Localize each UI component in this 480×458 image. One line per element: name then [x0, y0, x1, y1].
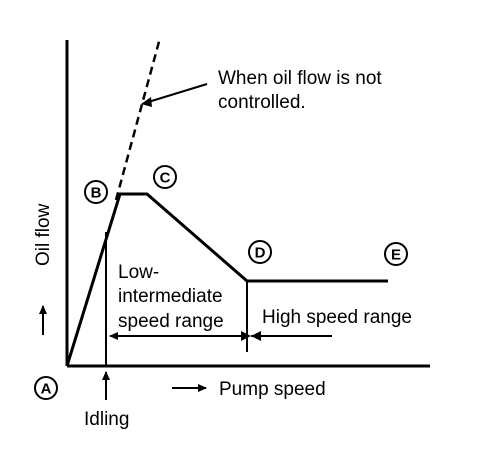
point-e-circle: [384, 242, 408, 266]
annotation-line-1: When oil flow is not: [218, 68, 382, 89]
point-b-circle: [84, 180, 108, 204]
low-range-line-2: intermediate: [118, 286, 223, 307]
point-c-circle: [153, 165, 177, 189]
oil-flow-curve: [65, 192, 388, 367]
annotation-line-2: controlled.: [218, 92, 306, 113]
point-c-label: C: [160, 170, 171, 187]
low-range-line-1: Low-: [118, 262, 159, 283]
annotation-leader-head: [141, 97, 152, 107]
x-axis-label: Pump speed: [219, 379, 326, 400]
point-e-label: E: [391, 247, 401, 264]
high-range-arrow-left-head: [251, 331, 261, 341]
idling-label: Idling: [84, 409, 129, 430]
point-d-circle: [248, 240, 272, 264]
low-range-line-3: speed range: [118, 311, 224, 332]
point-a-label: A: [41, 381, 52, 398]
low-range-arrow-right-head: [241, 331, 251, 341]
annotation-leader: [144, 83, 208, 104]
point-b-label: B: [91, 185, 102, 202]
point-a-circle: [34, 376, 58, 400]
point-d-label: D: [255, 245, 266, 262]
high-range-label: High speed range: [262, 307, 412, 328]
uncontrolled-flow-line: [114, 37, 162, 201]
y-axis-label: Oil flow: [33, 203, 54, 266]
